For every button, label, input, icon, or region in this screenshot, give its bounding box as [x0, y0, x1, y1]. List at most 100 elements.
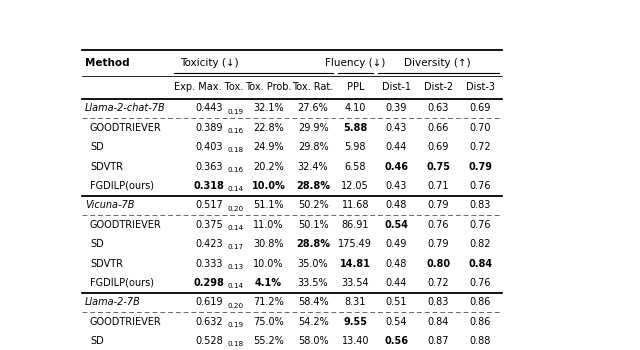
Text: Llama-2-chat-7B: Llama-2-chat-7B [85, 103, 166, 113]
Text: 0.46: 0.46 [384, 161, 408, 171]
Text: 51.1%: 51.1% [253, 200, 284, 210]
Text: 0.82: 0.82 [470, 239, 492, 249]
Text: 0.75: 0.75 [426, 161, 451, 171]
Text: 0.14: 0.14 [228, 225, 244, 231]
Text: 0.389: 0.389 [195, 123, 223, 133]
Text: Tox. Rat.: Tox. Rat. [292, 82, 333, 92]
Text: 0.76: 0.76 [470, 220, 492, 230]
Text: Vicuna-7B: Vicuna-7B [85, 200, 134, 210]
Text: 0.84: 0.84 [428, 317, 449, 327]
Text: 0.18: 0.18 [228, 147, 244, 153]
Text: 27.6%: 27.6% [298, 103, 328, 113]
Text: Fluency (↓): Fluency (↓) [325, 58, 385, 68]
Text: 0.43: 0.43 [385, 181, 407, 191]
Text: 11.68: 11.68 [342, 200, 369, 210]
Text: 0.43: 0.43 [385, 123, 407, 133]
Text: 0.76: 0.76 [470, 278, 492, 288]
Text: GOODTRIEVER: GOODTRIEVER [90, 220, 162, 230]
Text: 0.16: 0.16 [228, 128, 244, 134]
Text: 29.8%: 29.8% [298, 142, 328, 152]
Text: 0.84: 0.84 [468, 259, 493, 268]
Text: SD: SD [90, 142, 104, 152]
Text: Diversity (↑): Diversity (↑) [404, 58, 470, 68]
Text: 4.10: 4.10 [344, 103, 366, 113]
Text: 10.0%: 10.0% [253, 259, 284, 268]
Text: 0.619: 0.619 [195, 298, 223, 307]
Text: 0.318: 0.318 [193, 181, 225, 191]
Text: Dist-2: Dist-2 [424, 82, 453, 92]
Text: 50.2%: 50.2% [298, 200, 328, 210]
Text: 14.81: 14.81 [340, 259, 371, 268]
Text: 0.51: 0.51 [385, 298, 407, 307]
Text: 12.05: 12.05 [341, 181, 369, 191]
Text: 58.0%: 58.0% [298, 336, 328, 346]
Text: 0.63: 0.63 [428, 103, 449, 113]
Text: 0.79: 0.79 [428, 200, 449, 210]
Text: GOODTRIEVER: GOODTRIEVER [90, 317, 162, 327]
Text: 28.8%: 28.8% [296, 181, 330, 191]
Text: 75.0%: 75.0% [253, 317, 284, 327]
Text: 5.88: 5.88 [343, 123, 367, 133]
Text: 0.423: 0.423 [195, 239, 223, 249]
Text: 13.40: 13.40 [342, 336, 369, 346]
Text: 0.71: 0.71 [428, 181, 449, 191]
Text: 0.333: 0.333 [195, 259, 223, 268]
Text: Exp. Max. Tox.: Exp. Max. Tox. [174, 82, 244, 92]
Text: 5.98: 5.98 [344, 142, 366, 152]
Text: 0.54: 0.54 [385, 317, 407, 327]
Text: 0.17: 0.17 [228, 244, 244, 250]
Text: 0.39: 0.39 [385, 103, 407, 113]
Text: FGDILP(ours): FGDILP(ours) [90, 278, 154, 288]
Text: 55.2%: 55.2% [253, 336, 284, 346]
Text: 0.54: 0.54 [384, 220, 408, 230]
Text: 0.76: 0.76 [428, 220, 449, 230]
Text: 32.4%: 32.4% [298, 161, 328, 171]
Text: Dist-3: Dist-3 [466, 82, 495, 92]
Text: 0.83: 0.83 [428, 298, 449, 307]
Text: 0.528: 0.528 [195, 336, 223, 346]
Text: 0.13: 0.13 [228, 264, 244, 270]
Text: 0.87: 0.87 [428, 336, 449, 346]
Text: 0.403: 0.403 [195, 142, 223, 152]
Text: SD: SD [90, 336, 104, 346]
Text: 0.88: 0.88 [470, 336, 492, 346]
Text: 35.0%: 35.0% [298, 259, 328, 268]
Text: PPL: PPL [346, 82, 364, 92]
Text: 71.2%: 71.2% [253, 298, 284, 307]
Text: 0.632: 0.632 [195, 317, 223, 327]
Text: 0.298: 0.298 [193, 278, 225, 288]
Text: 0.363: 0.363 [195, 161, 223, 171]
Text: 0.79: 0.79 [428, 239, 449, 249]
Text: 0.14: 0.14 [228, 186, 244, 192]
Text: 0.86: 0.86 [470, 298, 492, 307]
Text: 33.5%: 33.5% [298, 278, 328, 288]
Text: 0.72: 0.72 [428, 278, 449, 288]
Text: 0.375: 0.375 [195, 220, 223, 230]
Text: 0.48: 0.48 [385, 259, 407, 268]
Text: 0.18: 0.18 [228, 341, 244, 348]
Text: Method: Method [85, 58, 129, 68]
Text: 0.443: 0.443 [195, 103, 223, 113]
Text: 0.86: 0.86 [470, 317, 492, 327]
Text: 86.91: 86.91 [342, 220, 369, 230]
Text: 0.80: 0.80 [426, 259, 451, 268]
Text: 0.20: 0.20 [228, 302, 244, 309]
Text: 30.8%: 30.8% [253, 239, 284, 249]
Text: 0.69: 0.69 [470, 103, 492, 113]
Text: 0.66: 0.66 [428, 123, 449, 133]
Text: 0.56: 0.56 [384, 336, 408, 346]
Text: 24.9%: 24.9% [253, 142, 284, 152]
Text: 54.2%: 54.2% [298, 317, 328, 327]
Text: 20.2%: 20.2% [253, 161, 284, 171]
Text: FGDILP(ours): FGDILP(ours) [90, 181, 154, 191]
Text: 0.79: 0.79 [468, 161, 493, 171]
Text: SDVTR: SDVTR [90, 161, 123, 171]
Text: 0.70: 0.70 [470, 123, 492, 133]
Text: 28.8%: 28.8% [296, 239, 330, 249]
Text: 0.76: 0.76 [470, 181, 492, 191]
Text: 0.14: 0.14 [228, 283, 244, 289]
Text: Llama-2-7B: Llama-2-7B [85, 298, 141, 307]
Text: GOODTRIEVER: GOODTRIEVER [90, 123, 162, 133]
Text: 50.1%: 50.1% [298, 220, 328, 230]
Text: 11.0%: 11.0% [253, 220, 284, 230]
